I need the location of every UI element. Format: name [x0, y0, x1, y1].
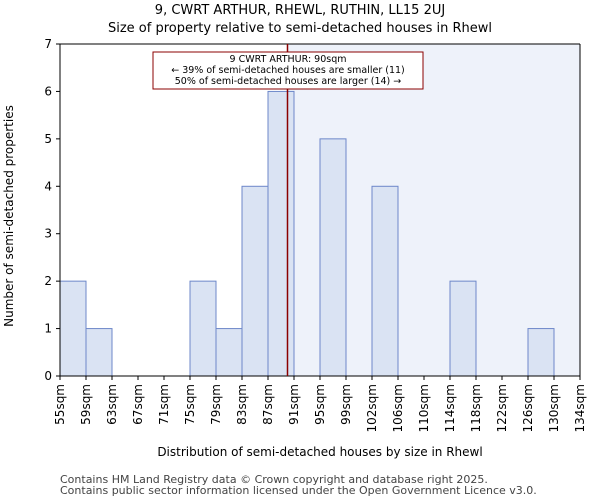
footer-copyright: Contains HM Land Registry data © Crown c… — [60, 473, 488, 486]
x-tick-label: 71sqm — [157, 384, 171, 425]
annotation-text: ← 39% of semi-detached houses are smalle… — [171, 65, 405, 76]
x-tick-label: 75sqm — [183, 384, 197, 425]
x-tick-label: 67sqm — [131, 384, 145, 425]
y-tick-label: 2 — [44, 274, 52, 288]
x-tick-label: 91sqm — [287, 384, 301, 425]
bar — [371, 185, 399, 377]
bar — [319, 138, 347, 377]
x-tick-label: 122sqm — [495, 384, 509, 432]
y-tick-label: 3 — [44, 227, 52, 241]
x-tick-label: 55sqm — [53, 384, 67, 425]
bar — [59, 280, 87, 377]
x-tick-label: 83sqm — [235, 384, 249, 425]
x-tick-label: 126sqm — [521, 384, 535, 432]
x-tick-label: 63sqm — [105, 384, 119, 425]
bar — [267, 90, 295, 377]
y-tick-label: 0 — [44, 369, 52, 383]
y-tick-label: 6 — [44, 84, 52, 98]
annotation-text: 50% of semi-detached houses are larger (… — [175, 76, 402, 87]
y-tick-label: 4 — [44, 179, 52, 193]
bar — [241, 185, 269, 377]
x-axis-label: Distribution of semi-detached houses by … — [157, 445, 482, 459]
bar — [85, 328, 113, 377]
footer-licence: Contains public sector information licen… — [60, 484, 537, 497]
annotation-text: 9 CWRT ARTHUR: 90sqm — [230, 54, 347, 65]
annotation-box — [152, 51, 424, 90]
x-tick-label: 118sqm — [469, 384, 483, 432]
bar — [215, 328, 243, 377]
y-tick-label: 7 — [44, 37, 52, 51]
chart-subtitle: Size of property relative to semi-detach… — [107, 21, 493, 36]
x-tick-label: 99sqm — [339, 384, 353, 425]
x-tick-label: 106sqm — [391, 384, 405, 432]
x-tick-label: 114sqm — [443, 384, 457, 432]
bar — [527, 328, 555, 377]
x-tick-label: 95sqm — [313, 384, 327, 425]
bar — [449, 280, 477, 377]
x-tick-label: 130sqm — [547, 384, 561, 432]
x-tick-label: 134sqm — [573, 384, 587, 432]
y-tick-label: 5 — [44, 132, 52, 146]
x-tick-label: 79sqm — [209, 384, 223, 425]
x-tick-label: 59sqm — [79, 384, 93, 425]
chart-title: 9, CWRT ARTHUR, RHEWL, RUTHIN, LL15 2UJ — [154, 3, 446, 18]
x-tick-label: 110sqm — [417, 384, 431, 432]
y-axis-label: Number of semi-detached properties — [2, 105, 16, 327]
y-tick-label: 1 — [44, 322, 52, 336]
bar — [189, 280, 217, 377]
x-tick-label: 102sqm — [365, 384, 379, 432]
x-tick-label: 87sqm — [261, 384, 275, 425]
